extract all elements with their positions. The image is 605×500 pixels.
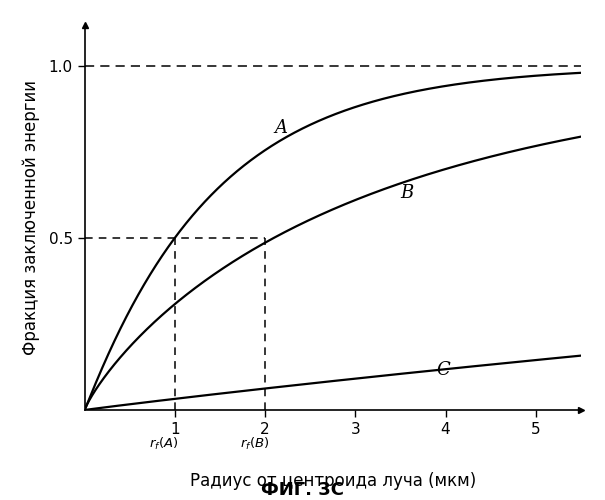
Text: C: C xyxy=(436,362,450,380)
X-axis label: Радиус от центроида луча (мкм): Радиус от центроида луча (мкм) xyxy=(189,472,476,490)
Text: $r_f(A)$: $r_f(A)$ xyxy=(149,436,178,452)
Y-axis label: Фракция заключенной энергии: Фракция заключенной энергии xyxy=(22,80,41,355)
Text: B: B xyxy=(401,184,414,202)
Text: ФИГ. 3C: ФИГ. 3C xyxy=(261,481,344,499)
Text: A: A xyxy=(274,119,287,137)
Text: $r_f(B)$: $r_f(B)$ xyxy=(240,436,269,452)
